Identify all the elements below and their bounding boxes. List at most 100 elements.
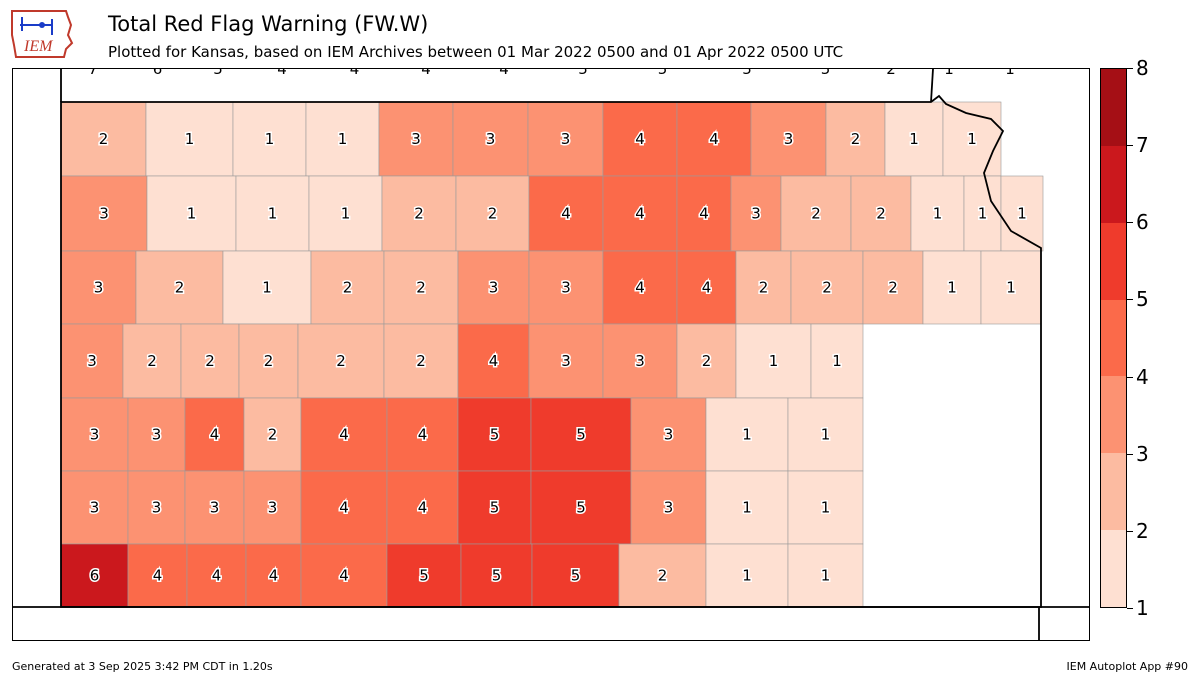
county-cell <box>602 175 678 252</box>
county-cell <box>676 323 737 399</box>
county-value-label: 3 <box>94 279 104 297</box>
county-value-label: 3 <box>751 205 761 223</box>
county-cell <box>184 470 245 545</box>
kansas-county-map: 2 1 1 1 3 3 3 4 4 3 2 1 1 3 1 1 1 2 2 4 4 4 3 2 2 1 1 1 3 2 1 2 2 3 3 4 4 2 2 2… <box>13 69 1089 640</box>
county-value-label: 4 <box>339 567 349 585</box>
county-value-label: 4 <box>339 499 349 517</box>
county-value-label: 2 <box>175 279 185 297</box>
county-value-label: 3 <box>90 426 100 444</box>
county-value-label: 2 <box>99 130 109 148</box>
county-cell <box>245 543 302 608</box>
county-cell <box>386 543 462 608</box>
county-cell <box>1000 175 1044 252</box>
county-cell <box>122 323 182 399</box>
county-cell <box>127 470 186 545</box>
county-value-label: 4 <box>561 205 571 223</box>
county-value-label: 2 <box>851 130 861 148</box>
county-value-label: 4 <box>702 279 712 297</box>
county-cell <box>602 101 678 177</box>
county-value-label: 3 <box>152 426 162 444</box>
county-value-label: 7 <box>88 69 98 78</box>
county-cell <box>735 250 792 325</box>
county-value-label: 5 <box>658 69 668 78</box>
county-value-label: 4 <box>277 69 287 78</box>
county-value-label: 1 <box>909 130 919 148</box>
county-cell <box>810 323 864 399</box>
county-cell <box>530 470 632 545</box>
county-value-label: 3 <box>561 279 571 297</box>
county-value-label: 2 <box>658 567 668 585</box>
county-cell <box>910 175 965 252</box>
county-value-label: 4 <box>210 426 220 444</box>
county-value-label: 3 <box>210 499 220 517</box>
colorbar-tick <box>1127 68 1133 69</box>
county-value-label: 1 <box>341 205 351 223</box>
county-value-label: 2 <box>416 352 426 370</box>
county-value-label: 3 <box>99 205 109 223</box>
county-cell <box>780 175 852 252</box>
county-value-label: 4 <box>212 567 222 585</box>
county-value-label: 2 <box>268 426 278 444</box>
county-value-label: 5 <box>578 69 588 78</box>
colorbar-segment <box>1101 453 1126 531</box>
county-cell <box>528 323 604 399</box>
iem-logo: IEM <box>8 5 78 61</box>
county-value-label: 1 <box>742 426 752 444</box>
county-cell <box>705 470 789 545</box>
county-cell <box>630 470 707 545</box>
county-value-label: 1 <box>1017 205 1027 223</box>
map-subtitle: Plotted for Kansas, based on IEM Archive… <box>108 43 844 61</box>
neighbor-state-border <box>930 69 934 103</box>
county-cell <box>676 101 752 177</box>
colorbar-segment <box>1101 69 1126 146</box>
county-label-layer: 2 1 1 1 3 3 3 4 4 3 2 1 1 3 1 1 1 2 2 4 4 4 3 2 2 1 1 1 3 2 1 2 2 3 3 4 4 2 2 2… <box>86 69 1029 586</box>
county-cell <box>300 397 388 472</box>
county-value-label: 1 <box>742 567 752 585</box>
county-cell <box>528 175 604 252</box>
colorbar-tick <box>1127 145 1133 146</box>
county-value-label: 2 <box>416 279 426 297</box>
county-cell <box>884 101 944 177</box>
county-cell <box>300 470 388 545</box>
county-value-label: 1 <box>967 130 977 148</box>
county-cell <box>455 175 530 252</box>
county-cell <box>222 250 312 325</box>
county-cell <box>787 397 864 472</box>
county-value-label: 5 <box>490 499 500 517</box>
county-value-label: 4 <box>153 567 163 585</box>
county-value-label: 1 <box>262 279 272 297</box>
county-value-label: 2 <box>702 352 712 370</box>
colorbar-tick-label: 2 <box>1136 519 1149 543</box>
county-cell <box>127 397 186 472</box>
county-value-label: 5 <box>821 69 831 78</box>
county-value-label: 5 <box>742 69 752 78</box>
county-cell <box>527 101 604 177</box>
county-cell <box>457 250 530 325</box>
county-value-label: 3 <box>664 426 674 444</box>
colorbar-segment <box>1101 222 1126 300</box>
county-value-label: 1 <box>742 499 752 517</box>
county-value-label: 3 <box>561 130 571 148</box>
colorbar-tick-label: 1 <box>1136 596 1149 620</box>
logo-text: IEM <box>23 38 54 55</box>
border-layer <box>13 69 1089 640</box>
county-value-label: 3 <box>635 352 645 370</box>
county-value-label: 3 <box>90 499 100 517</box>
county-value-label: 3 <box>784 130 794 148</box>
colorbar-tick <box>1127 531 1133 532</box>
county-cell <box>457 470 532 545</box>
county-cell <box>386 397 459 472</box>
county-value-label: 4 <box>418 426 428 444</box>
county-value-label: 3 <box>411 130 421 148</box>
colorbar-tick <box>1127 608 1133 609</box>
county-value-label: 1 <box>1005 69 1015 78</box>
map-title: Total Red Flag Warning (FW.W) <box>108 12 429 36</box>
county-value-label: 5 <box>492 567 502 585</box>
county-value-label: 1 <box>265 130 275 148</box>
county-value-label: 2 <box>264 352 274 370</box>
county-cell <box>308 175 383 252</box>
colorbar-tick <box>1127 222 1133 223</box>
county-value-label: 3 <box>152 499 162 517</box>
kansas-state-border <box>60 94 1042 608</box>
county-cell <box>735 323 812 399</box>
